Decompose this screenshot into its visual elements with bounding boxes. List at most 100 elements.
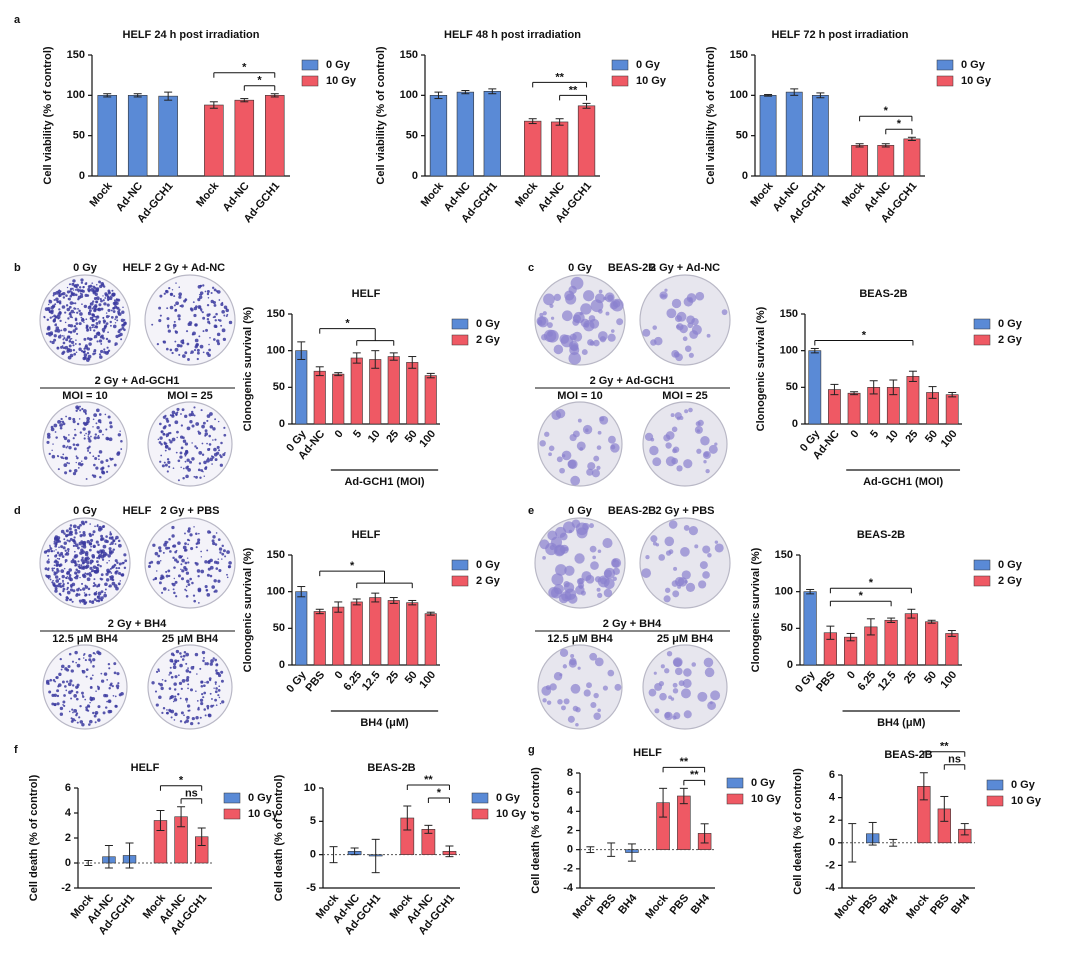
- bar: [424, 613, 437, 666]
- colony: [168, 465, 171, 468]
- error-bar: [582, 102, 591, 109]
- y-tick-label: 100: [400, 89, 418, 101]
- colony: [111, 296, 113, 299]
- colony: [69, 287, 73, 291]
- colony: [53, 693, 57, 697]
- colony: [180, 304, 184, 308]
- colony: [664, 711, 673, 721]
- colony: [204, 585, 208, 589]
- colony: [171, 534, 175, 538]
- colony: [158, 319, 162, 323]
- colony: [202, 696, 205, 699]
- colony: [66, 586, 69, 589]
- colony: [686, 293, 697, 303]
- plate-label: 0 Gy: [73, 505, 98, 517]
- colony: [185, 594, 189, 598]
- colony: [91, 326, 94, 329]
- colony: [85, 432, 87, 435]
- colony: [75, 339, 77, 341]
- colony: [69, 301, 74, 305]
- colony: [117, 312, 122, 316]
- colony: [73, 709, 78, 713]
- colony: [78, 418, 81, 420]
- colony: [111, 685, 114, 688]
- colony: [55, 297, 59, 302]
- colony: [75, 409, 78, 413]
- colony: [602, 538, 613, 549]
- legend-swatch: [611, 75, 629, 87]
- legend-label: 10 Gy: [496, 808, 527, 820]
- colony: [96, 436, 100, 440]
- colony: [72, 544, 76, 547]
- colony: [61, 584, 65, 588]
- colony: [70, 560, 74, 564]
- colony: [63, 567, 66, 570]
- bar: [884, 619, 898, 666]
- colony: [74, 469, 78, 473]
- colony: [81, 317, 85, 321]
- colony: [109, 567, 112, 570]
- bar: [313, 370, 326, 425]
- colony: [84, 572, 87, 575]
- colony: [105, 428, 108, 431]
- colony: [62, 587, 66, 591]
- colony: [597, 592, 603, 599]
- colony: [107, 331, 109, 334]
- colony: [71, 282, 75, 286]
- colony: [64, 456, 67, 460]
- colony: [209, 692, 212, 695]
- colony: [92, 285, 96, 289]
- colony: [222, 549, 226, 553]
- colony: [188, 670, 192, 674]
- colony: [671, 580, 679, 587]
- colony: [120, 439, 123, 443]
- colony: [542, 311, 547, 316]
- colony: [90, 302, 94, 306]
- group-label: Ad-GCH1 (MOI): [344, 476, 424, 488]
- colony: [71, 533, 73, 536]
- colony: [162, 426, 166, 430]
- colony: [72, 289, 75, 291]
- colony: [171, 289, 174, 291]
- y-tick-label: 50: [736, 130, 748, 142]
- colony: [213, 447, 217, 452]
- y-tick-label: 150: [780, 308, 798, 320]
- colony: [209, 457, 214, 462]
- bar: [424, 375, 437, 425]
- colony: [56, 702, 60, 706]
- colony: [205, 328, 208, 332]
- chart-title: HELF: [131, 762, 160, 774]
- colony: [564, 565, 575, 576]
- colony: [54, 586, 58, 590]
- plate-image: [39, 517, 131, 609]
- significance-label: **: [940, 741, 949, 753]
- colony: [68, 297, 71, 301]
- colony: [541, 685, 552, 696]
- colony: [82, 533, 86, 537]
- colony: [91, 553, 95, 558]
- y-tick-label: 6: [65, 782, 71, 794]
- colony: [100, 299, 103, 303]
- colony: [559, 467, 565, 474]
- colony: [697, 419, 704, 427]
- y-tick-label: 100: [267, 586, 285, 598]
- colony: [74, 318, 78, 322]
- colony: [73, 555, 77, 559]
- colony: [226, 550, 230, 554]
- colony: [97, 543, 100, 547]
- colony: [65, 680, 69, 683]
- colony: [117, 571, 122, 575]
- colony: [187, 543, 190, 546]
- colony: [49, 340, 52, 343]
- panel-letter: g: [528, 744, 535, 756]
- colony: [53, 560, 56, 564]
- plate-cell: BEAS-2B: [608, 505, 656, 517]
- colony: [598, 309, 603, 314]
- colony: [77, 307, 79, 310]
- colony: [68, 416, 72, 421]
- bar: [808, 350, 822, 425]
- chart-title: BEAS-2B: [859, 288, 907, 300]
- colony: [92, 455, 95, 458]
- colony: [103, 325, 107, 329]
- colony: [66, 596, 69, 598]
